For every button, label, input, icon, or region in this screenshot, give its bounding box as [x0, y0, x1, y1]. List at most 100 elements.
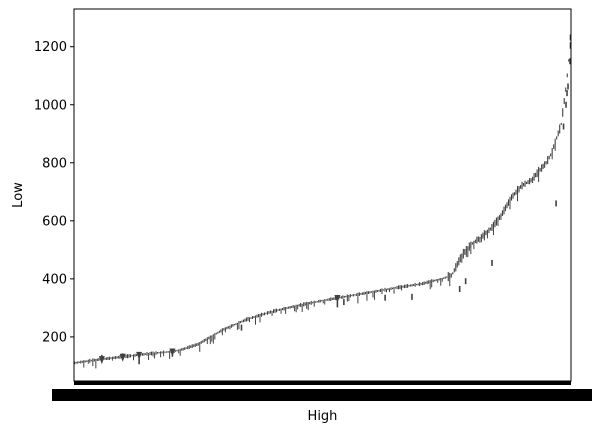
- box: [167, 351, 169, 353]
- box: [414, 282, 416, 287]
- box: [288, 306, 290, 309]
- box: [309, 302, 311, 305]
- box: [407, 284, 409, 288]
- box-wide: [98, 356, 105, 365]
- box: [268, 311, 270, 314]
- y-tick-label: 600: [42, 214, 67, 229]
- box: [152, 351, 154, 356]
- box: [480, 234, 482, 240]
- box: [89, 358, 91, 363]
- box: [376, 290, 379, 292]
- box: [113, 356, 115, 359]
- box: [135, 354, 138, 357]
- box: [310, 300, 312, 305]
- box: [295, 304, 297, 308]
- box: [372, 290, 374, 293]
- box: [544, 161, 546, 168]
- box-plot-marks: [74, 34, 572, 369]
- box: [364, 291, 366, 295]
- box: [465, 245, 467, 255]
- box: [218, 330, 220, 333]
- box: [447, 272, 449, 282]
- box: [373, 290, 376, 293]
- box: [473, 240, 475, 244]
- box: [253, 316, 255, 319]
- box: [455, 263, 457, 272]
- box: [84, 360, 86, 363]
- box: [175, 349, 177, 352]
- box: [158, 352, 160, 354]
- box: [163, 350, 165, 355]
- box: [556, 136, 558, 140]
- box: [343, 295, 345, 298]
- box: [178, 349, 180, 351]
- box: [248, 317, 251, 320]
- box: [550, 153, 552, 157]
- box: [396, 285, 398, 290]
- box: [263, 312, 266, 316]
- box: [559, 124, 561, 134]
- box: [423, 281, 425, 285]
- box: [285, 307, 287, 310]
- box: [274, 308, 276, 313]
- box: [370, 291, 372, 293]
- box: [387, 288, 389, 291]
- box: [187, 346, 189, 350]
- box: [339, 296, 341, 299]
- box: [551, 147, 553, 155]
- box: [560, 122, 562, 125]
- box: [277, 309, 279, 311]
- box: [352, 293, 354, 297]
- box-wide: [169, 348, 176, 357]
- box: [331, 297, 333, 301]
- box: [422, 281, 424, 286]
- box: [349, 294, 351, 298]
- box: [351, 294, 353, 297]
- x-tick-labels-band: [52, 389, 592, 401]
- box: [461, 253, 463, 258]
- box: [191, 344, 193, 349]
- box: [108, 356, 110, 360]
- box: [497, 216, 499, 223]
- box: [315, 301, 317, 303]
- box: [78, 361, 80, 363]
- box: [379, 288, 382, 292]
- box: [500, 213, 502, 218]
- box: [388, 288, 391, 290]
- box: [83, 360, 85, 364]
- box: [276, 308, 278, 313]
- box: [307, 301, 309, 305]
- box: [242, 319, 244, 323]
- box: [450, 273, 452, 278]
- box: [429, 280, 431, 284]
- box: [96, 358, 98, 361]
- box: [206, 337, 208, 341]
- box: [494, 219, 496, 228]
- box: [488, 227, 490, 234]
- box: [197, 342, 199, 346]
- box: [325, 299, 327, 301]
- box: [80, 360, 82, 364]
- box: [134, 353, 136, 357]
- box: [470, 241, 472, 249]
- y-tick-label: 800: [42, 156, 67, 171]
- box-wide: [119, 353, 126, 362]
- box: [129, 354, 132, 358]
- box: [518, 186, 520, 192]
- box: [456, 261, 458, 268]
- box: [346, 294, 348, 298]
- y-tick-label: 200: [42, 330, 67, 345]
- box: [471, 242, 473, 245]
- box: [515, 189, 517, 195]
- box: [151, 351, 153, 356]
- box: [468, 242, 470, 251]
- y-axis-label: Low: [11, 182, 26, 208]
- box: [322, 299, 324, 302]
- box: [141, 353, 144, 356]
- box: [328, 298, 330, 301]
- box: [229, 325, 231, 328]
- box: [194, 343, 196, 347]
- box: [297, 304, 299, 307]
- box: [202, 340, 204, 343]
